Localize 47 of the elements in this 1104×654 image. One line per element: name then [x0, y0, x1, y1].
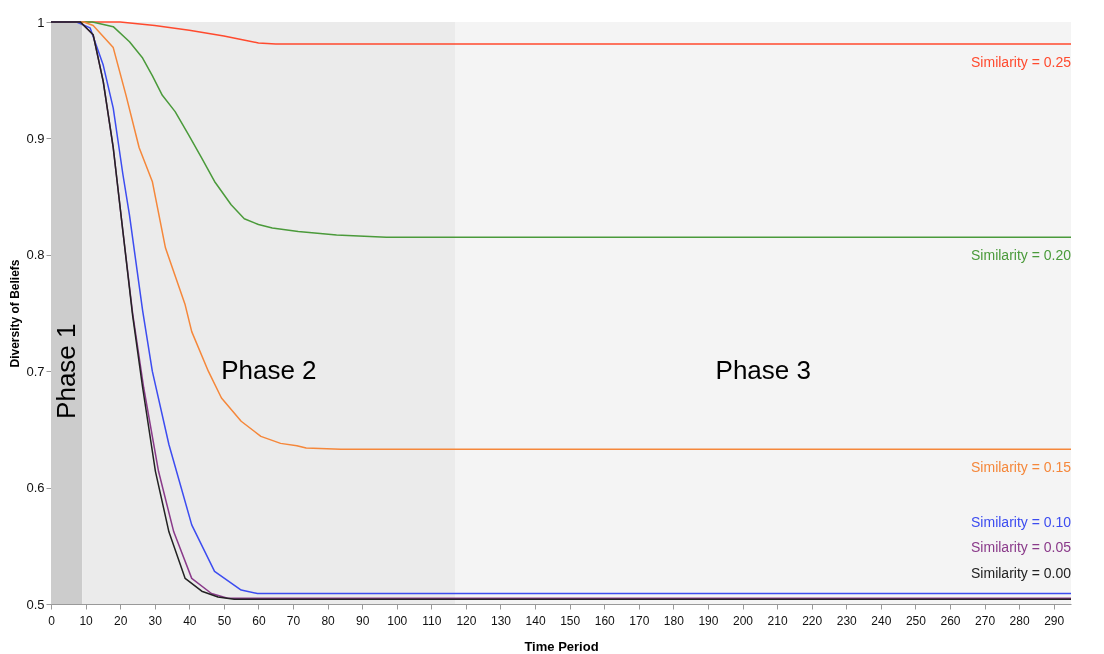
y-axis-title: Diversity of Beliefs [8, 259, 23, 368]
x-tick-label: 200 [733, 613, 754, 628]
series-label: Similarity = 0.00 [971, 564, 1072, 581]
y-tick-label: 1 [37, 14, 45, 30]
x-tick-label: 30 [148, 613, 163, 628]
x-tick-label: 190 [698, 613, 719, 628]
y-tick-label: 0.9 [26, 130, 45, 146]
band-label: Phase 2 [221, 355, 317, 386]
x-tick-label: 80 [321, 613, 336, 628]
x-tick-label: 140 [525, 613, 546, 628]
x-tick-label: 110 [422, 613, 442, 628]
x-axis-title: Time Period [524, 638, 599, 654]
x-tick-label: 10 [79, 613, 94, 628]
x-tick-label: 120 [456, 613, 477, 628]
x-tick-label: 210 [767, 613, 788, 628]
y-tick-label: 0.6 [26, 480, 45, 496]
x-tick-label: 100 [387, 613, 408, 628]
series-label: Similarity = 0.15 [971, 458, 1072, 475]
x-tick-label: 180 [663, 613, 685, 628]
text: Similarity = 0.05 [971, 539, 1072, 556]
x-tick-label: 260 [940, 613, 961, 628]
text: Similarity = 0.10 [971, 513, 1072, 530]
x-tick-label: 40 [183, 613, 197, 628]
x-tick-label: 240 [871, 613, 892, 628]
x-tick-label: 250 [905, 613, 927, 628]
x-tick-label: 230 [836, 613, 858, 628]
x-tick-label: 290 [1044, 613, 1065, 628]
x-tick-label: 50 [217, 613, 232, 628]
x-tick-label: 280 [1009, 613, 1030, 628]
x-tick-label: 150 [560, 613, 581, 628]
band-label: Phase 1 [50, 323, 81, 419]
x-tick-label: 160 [594, 613, 616, 628]
y-tick-label: 0.8 [26, 247, 45, 263]
x-tick-label: 0 [48, 613, 56, 628]
series-label: Similarity = 0.20 [971, 246, 1072, 263]
y-tick-label: 0.5 [26, 596, 45, 612]
y-tick-label: 0.7 [26, 363, 45, 379]
x-tick-label: 70 [286, 613, 301, 628]
x-tick-label: 90 [356, 613, 370, 628]
x-tick-label: 220 [802, 613, 823, 628]
series-label: Similarity = 0.25 [971, 53, 1072, 70]
band-label: Phase 3 [715, 355, 811, 386]
x-tick-label: 270 [975, 613, 996, 628]
x-tick-label: 170 [629, 613, 650, 628]
x-tick-label: 60 [252, 613, 266, 628]
x-tick-label: 20 [113, 613, 128, 628]
x-tick-label: 130 [490, 613, 512, 628]
